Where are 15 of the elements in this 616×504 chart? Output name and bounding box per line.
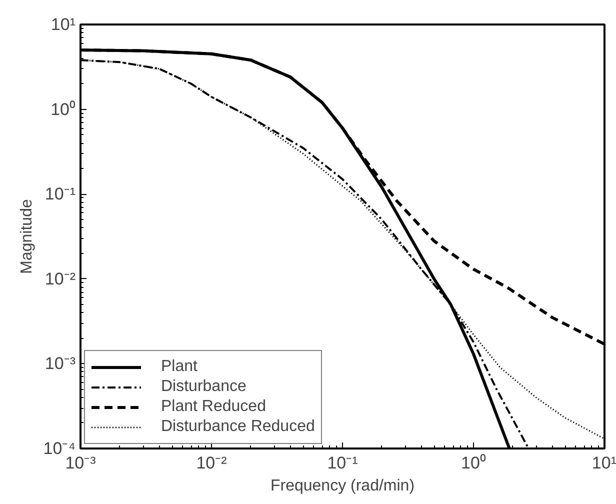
x-tick-label: 10⁻¹	[327, 454, 358, 472]
y-tick-label: 10⁻¹	[44, 184, 76, 204]
legend-label: Disturbance Reduced	[161, 418, 315, 436]
y-tick-label: 10⁻²	[44, 269, 76, 288]
legend-label: Disturbance	[161, 378, 246, 396]
legend-label: Plant	[161, 358, 198, 376]
y-tick-label: 10¹	[50, 15, 76, 34]
x-tick-label: 10⁰	[461, 454, 486, 472]
legend-label: Plant Reduced	[161, 398, 266, 416]
x-axis-title: Frequency (rad/min)	[270, 478, 415, 494]
x-tick-label: 10⁻²	[196, 454, 228, 472]
y-axis-title: Magnitude	[18, 199, 36, 274]
x-tick-label: 10¹	[592, 454, 616, 472]
y-tick-label: 10⁻³	[44, 354, 76, 374]
y-tick-label: 10⁰	[50, 100, 76, 119]
